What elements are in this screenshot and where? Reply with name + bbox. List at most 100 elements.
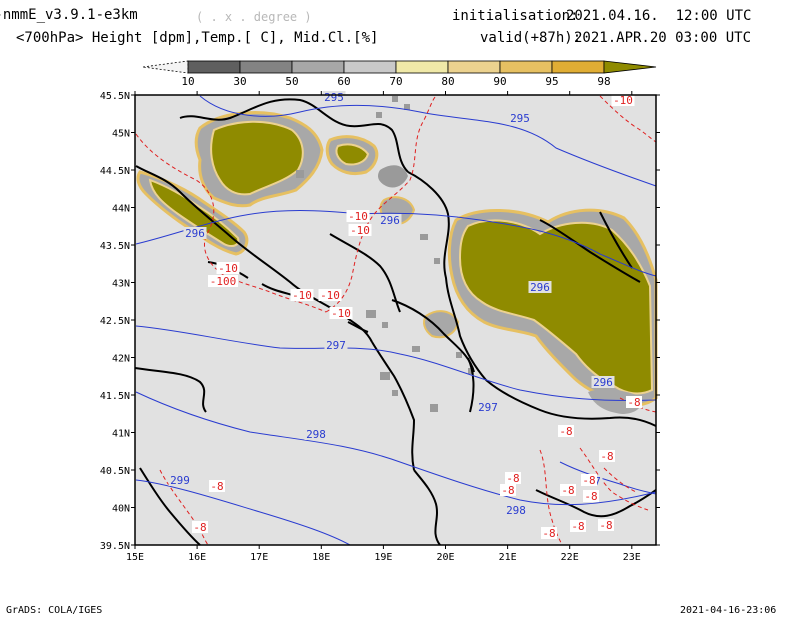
temp-label-bg bbox=[329, 307, 353, 319]
colorbar-label: 70 bbox=[389, 75, 402, 88]
height-label-bg bbox=[183, 227, 207, 239]
lat-label: 43.5N bbox=[100, 241, 130, 252]
temp-label: -8 bbox=[559, 425, 572, 438]
height-label-bg bbox=[168, 474, 192, 486]
temp-label: -8 bbox=[627, 396, 640, 409]
height-label-bg bbox=[591, 376, 615, 388]
colorbar-label: 10 bbox=[181, 75, 194, 88]
colorbar-label: 50 bbox=[285, 75, 298, 88]
temp-label: -8 bbox=[561, 484, 574, 497]
cloud-colorbar: 10 30 50 60 70 80 90 95 98 bbox=[142, 60, 657, 88]
colorbar-label: 30 bbox=[233, 75, 246, 88]
colorbar-below-triangle bbox=[142, 60, 189, 74]
timestamp-text: 2021-04-16-23:06 bbox=[680, 605, 777, 616]
lat-label: 39.5N bbox=[100, 541, 130, 552]
cloud-area-east bbox=[423, 208, 658, 414]
temp-label-bg bbox=[192, 521, 208, 533]
height-label-bg bbox=[304, 428, 328, 440]
temp-label: -10 bbox=[292, 289, 312, 302]
temp-label-bg bbox=[348, 224, 372, 236]
cloud-cells-scattered bbox=[296, 96, 474, 412]
temp-label-bg bbox=[570, 520, 586, 532]
height-label: 296 bbox=[185, 227, 205, 240]
init-time: 2021.04.16. 12:00 UTC bbox=[566, 8, 752, 24]
temp-label-bg bbox=[216, 262, 240, 274]
temp-label-bg bbox=[346, 210, 370, 222]
height-label: 299 bbox=[170, 474, 190, 487]
temp-label: -10 bbox=[331, 307, 351, 320]
height-label: 295 bbox=[324, 91, 344, 104]
height-label: 295 bbox=[510, 112, 530, 125]
lon-label: 19E bbox=[374, 552, 392, 563]
temp-label-bg bbox=[208, 275, 238, 287]
height-label: 298 bbox=[306, 428, 326, 441]
temp-label: -8 bbox=[582, 474, 595, 487]
lon-label: 20E bbox=[436, 552, 454, 563]
temp-label: -10 bbox=[320, 289, 340, 302]
lat-label: 44N bbox=[112, 204, 130, 215]
cloud-cover-areas bbox=[136, 96, 658, 414]
colorbar-label: 90 bbox=[493, 75, 506, 88]
height-label: 297 bbox=[326, 339, 346, 352]
temp-label: -8 bbox=[193, 521, 206, 534]
temperature-contours bbox=[135, 95, 657, 546]
temp-label: -8 bbox=[599, 519, 612, 532]
temp-label-bg bbox=[290, 289, 314, 301]
lat-label: 40.5N bbox=[100, 466, 130, 477]
temp-label: -10 bbox=[348, 210, 368, 223]
lon-label: 15E bbox=[126, 552, 144, 563]
lat-label: 40N bbox=[112, 504, 130, 515]
height-label-bg bbox=[378, 214, 402, 226]
lat-label: 43N bbox=[112, 279, 130, 290]
lon-label: 16E bbox=[188, 552, 206, 563]
temp-label: -8 bbox=[600, 450, 613, 463]
cloud-area-nw bbox=[136, 111, 416, 256]
height-contours bbox=[135, 95, 657, 546]
height-label-bg bbox=[528, 281, 552, 293]
lon-label: 22E bbox=[561, 552, 579, 563]
temp-label: -10 bbox=[613, 94, 633, 107]
latitude-axis: 45.5N 45N 44.5N 44N 43.5N 43N 42.5N 42N 41.5N 41N… bbox=[100, 91, 660, 552]
temp-label-bg bbox=[209, 480, 225, 492]
lon-label: 21E bbox=[499, 552, 517, 563]
temp-label-bg bbox=[599, 450, 615, 462]
colorbar-label: 80 bbox=[441, 75, 454, 88]
credit-text: GrADS: COLA/IGES bbox=[6, 605, 103, 616]
temp-label-bg bbox=[541, 527, 557, 539]
temp-label: -8 bbox=[584, 490, 597, 503]
temp-label-bg bbox=[318, 289, 342, 301]
field-description: <700hPa> Height [dpm],Temp.[ C], Mid.Cl.… bbox=[16, 30, 379, 46]
temp-label-bg bbox=[598, 519, 614, 531]
lat-label: 41N bbox=[112, 429, 130, 440]
temperature-contour-labels: -10-10-10-10-100-10 -10-10-8-8-8-8 -8-8 -8-… bbox=[192, 94, 642, 540]
height-label-bg bbox=[322, 91, 346, 103]
model-title: F-nmmE_v3.9.1-e3km bbox=[0, 7, 138, 23]
temp-label: -8 bbox=[542, 527, 555, 540]
temp-label-bg bbox=[558, 425, 574, 437]
height-label-bg bbox=[476, 401, 500, 413]
height-label-bg bbox=[504, 504, 528, 516]
temp-label-bg bbox=[560, 484, 576, 496]
lat-label: 42N bbox=[112, 354, 130, 365]
lat-label: 44.5N bbox=[100, 166, 130, 177]
colorbar-top-triangle bbox=[603, 60, 657, 74]
colorbar-label: 60 bbox=[337, 75, 350, 88]
temp-label-bg bbox=[626, 396, 642, 408]
lat-label: 41.5N bbox=[100, 391, 130, 402]
model-title-resolution: ( . x . degree ) bbox=[196, 10, 312, 24]
temp-label-bg bbox=[583, 490, 599, 502]
lon-label: 17E bbox=[250, 552, 268, 563]
temp-label: -8 bbox=[571, 520, 584, 533]
temp-label-bg bbox=[500, 484, 516, 496]
height-label: 296 bbox=[530, 281, 550, 294]
init-label: initialisation: bbox=[452, 8, 579, 24]
height-label: 296 bbox=[380, 214, 400, 227]
height-contour-labels: 295295296296296297297296298299297298 bbox=[168, 91, 615, 517]
temp-label: -10 bbox=[350, 224, 370, 237]
temp-label-bg bbox=[611, 94, 635, 106]
valid-label: valid(+87h): bbox=[480, 30, 582, 46]
colorbar-label: 95 bbox=[545, 75, 558, 88]
height-label-bg bbox=[508, 112, 532, 124]
lat-label: 42.5N bbox=[100, 316, 130, 327]
